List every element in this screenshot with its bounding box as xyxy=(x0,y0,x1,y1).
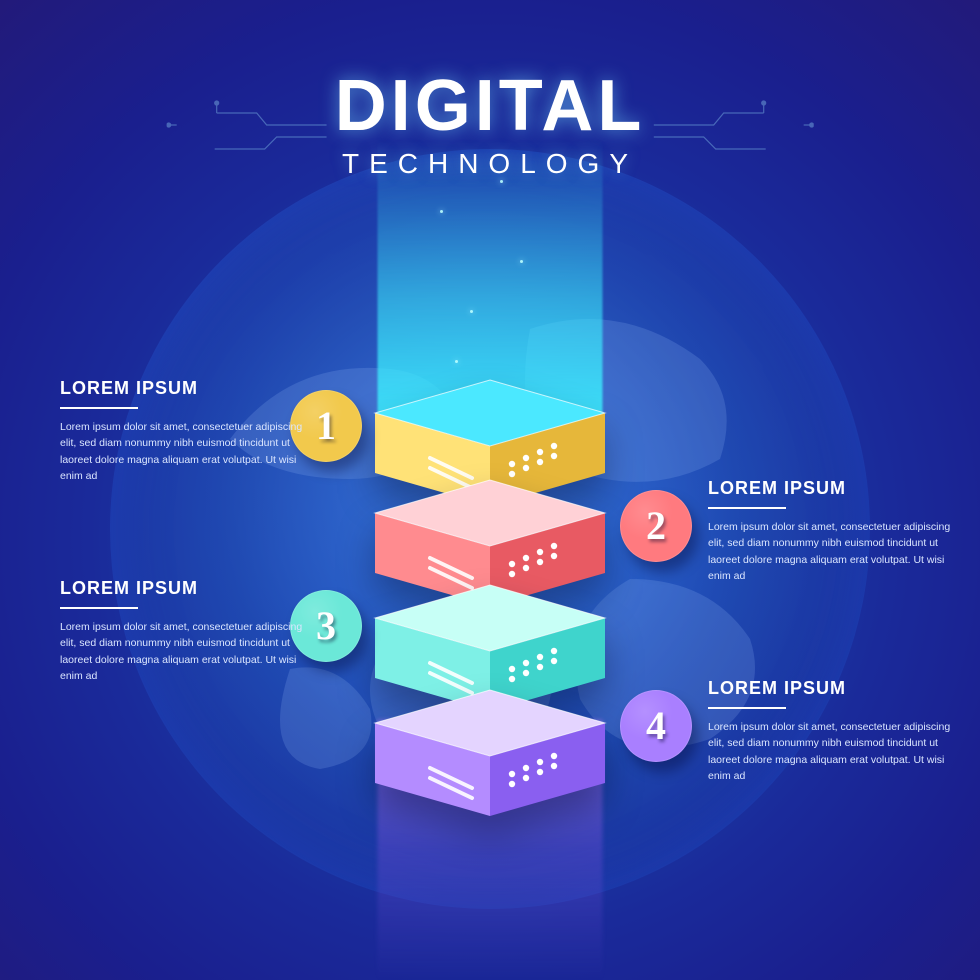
step-badge-4: 4 xyxy=(620,690,692,762)
step-heading: LOREM IPSUM xyxy=(60,378,320,399)
heading-rule xyxy=(708,507,786,509)
step-text-4: LOREM IPSUM Lorem ipsum dolor sit amet, … xyxy=(708,678,968,784)
step-body: Lorem ipsum dolor sit amet, consectetuer… xyxy=(708,719,958,784)
title-block: DIGITAL TECHNOLOGY xyxy=(335,70,646,180)
circuit-decoration-left xyxy=(167,95,327,155)
sparkle xyxy=(455,360,458,363)
step-body: Lorem ipsum dolor sit amet, consectetuer… xyxy=(60,419,310,484)
title-sub: TECHNOLOGY xyxy=(335,148,646,180)
heading-rule xyxy=(60,607,138,609)
step-body: Lorem ipsum dolor sit amet, consectetuer… xyxy=(708,519,958,584)
heading-rule xyxy=(60,407,138,409)
step-badge-2: 2 xyxy=(620,490,692,562)
sparkle xyxy=(500,180,503,183)
step-heading: LOREM IPSUM xyxy=(708,478,968,499)
step-number: 4 xyxy=(646,702,666,749)
title-main: DIGITAL xyxy=(335,70,646,142)
step-number: 2 xyxy=(646,502,666,549)
step-text-1: LOREM IPSUM Lorem ipsum dolor sit amet, … xyxy=(60,378,320,484)
stack-layer-4 xyxy=(375,690,605,840)
heading-rule xyxy=(708,707,786,709)
step-text-2: LOREM IPSUM Lorem ipsum dolor sit amet, … xyxy=(708,478,968,584)
sparkle xyxy=(440,210,443,213)
infographic-stage: DIGITAL TECHNOLOGY xyxy=(0,0,980,980)
step-heading: LOREM IPSUM xyxy=(708,678,968,699)
sparkle xyxy=(520,260,523,263)
step-text-3: LOREM IPSUM Lorem ipsum dolor sit amet, … xyxy=(60,578,320,684)
sparkle xyxy=(470,310,473,313)
step-body: Lorem ipsum dolor sit amet, consectetuer… xyxy=(60,619,310,684)
circuit-decoration-right xyxy=(653,95,813,155)
server-stack xyxy=(360,380,620,800)
step-heading: LOREM IPSUM xyxy=(60,578,320,599)
